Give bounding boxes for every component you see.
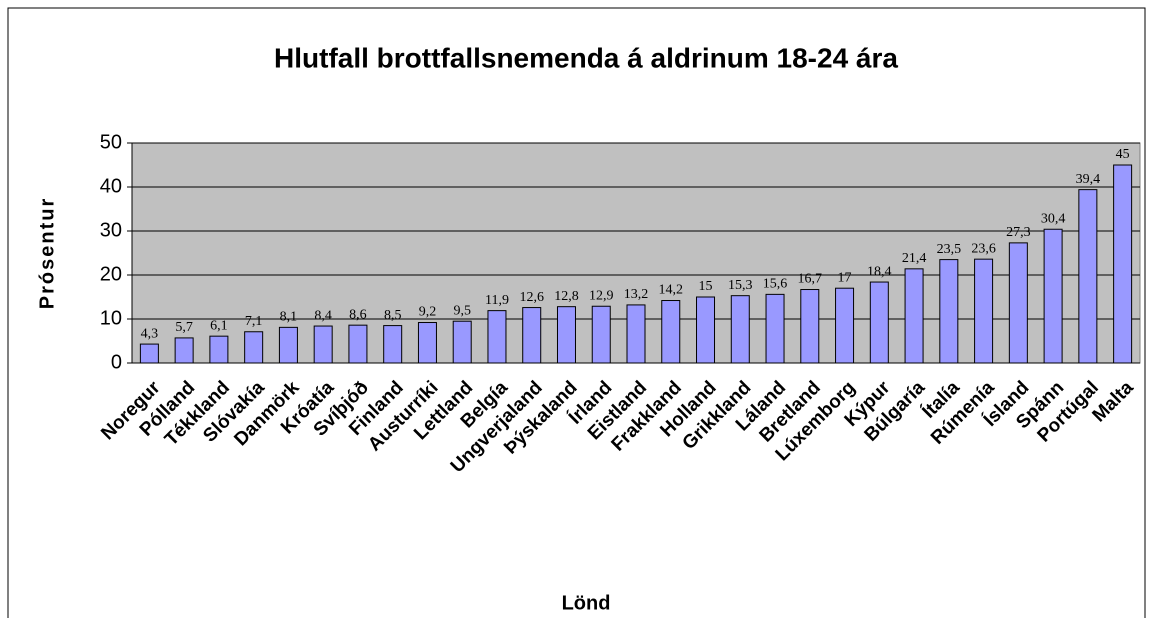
- data-label: 9,2: [419, 305, 437, 320]
- y-tick-label: 50: [100, 131, 122, 153]
- bar: [765, 293, 785, 364]
- bar: [1043, 228, 1063, 364]
- bar: [696, 296, 716, 364]
- bar: [278, 326, 298, 364]
- data-label: 23,6: [971, 241, 996, 256]
- chart-title: Hlutfall brottfallsnemenda á aldrinum 18…: [274, 42, 898, 73]
- bar: [904, 268, 924, 364]
- bar: [730, 295, 750, 364]
- bar: [626, 304, 646, 364]
- data-label: 8,5: [384, 308, 402, 323]
- data-label: 21,4: [902, 251, 927, 266]
- data-label: 12,8: [554, 289, 579, 304]
- y-tick-label: 20: [100, 263, 122, 285]
- bar: [487, 310, 507, 364]
- data-label: 7,1: [245, 314, 263, 329]
- bar: [1078, 189, 1098, 364]
- data-label: 13,2: [624, 287, 649, 302]
- bar: [974, 258, 994, 364]
- bar: [313, 325, 333, 364]
- y-tick-label: 40: [100, 175, 122, 197]
- bar: [556, 306, 576, 364]
- data-label: 23,5: [937, 242, 962, 257]
- bar: [139, 343, 159, 364]
- bar: [1008, 242, 1028, 364]
- data-label: 11,9: [485, 293, 509, 308]
- bar: [174, 337, 194, 364]
- y-tick-label: 0: [111, 351, 122, 373]
- bar: [383, 325, 403, 364]
- bar: [591, 305, 611, 364]
- bar: [869, 281, 889, 364]
- data-label: 14,2: [659, 283, 684, 298]
- data-label: 12,6: [519, 290, 544, 305]
- y-tick-label: 10: [100, 307, 122, 329]
- data-label: 8,1: [280, 310, 298, 325]
- data-label: 30,4: [1041, 211, 1066, 226]
- bar: [348, 324, 368, 364]
- data-label: 39,4: [1076, 172, 1101, 187]
- data-label: 12,9: [589, 288, 614, 303]
- data-label: 17: [838, 270, 852, 285]
- data-label: 8,6: [349, 307, 367, 322]
- bar: [939, 259, 959, 364]
- data-label: 16,7: [798, 272, 823, 287]
- bar: [417, 322, 437, 364]
- bar: [209, 335, 229, 364]
- data-label: 18,4: [867, 264, 892, 279]
- data-label: 15: [699, 279, 713, 294]
- data-label: 15,6: [763, 277, 788, 292]
- y-axis-label: Prósentur: [36, 197, 58, 309]
- bar: [661, 300, 681, 364]
- bar: [1113, 164, 1133, 364]
- data-label: 5,7: [175, 320, 193, 335]
- bar: [452, 320, 472, 364]
- data-label: 6,1: [210, 318, 228, 333]
- y-tick-label: 30: [100, 219, 122, 241]
- x-axis-label: Lönd: [562, 592, 611, 614]
- bar: [244, 331, 264, 364]
- data-label: 45: [1116, 147, 1130, 162]
- bar: [800, 289, 820, 364]
- data-label: 4,3: [141, 326, 159, 341]
- data-label: 15,3: [728, 278, 753, 293]
- data-label: 8,4: [314, 308, 332, 323]
- data-label: 9,5: [453, 303, 471, 318]
- data-label: 27,3: [1006, 225, 1031, 240]
- bar: [522, 307, 542, 364]
- bar: [835, 287, 855, 364]
